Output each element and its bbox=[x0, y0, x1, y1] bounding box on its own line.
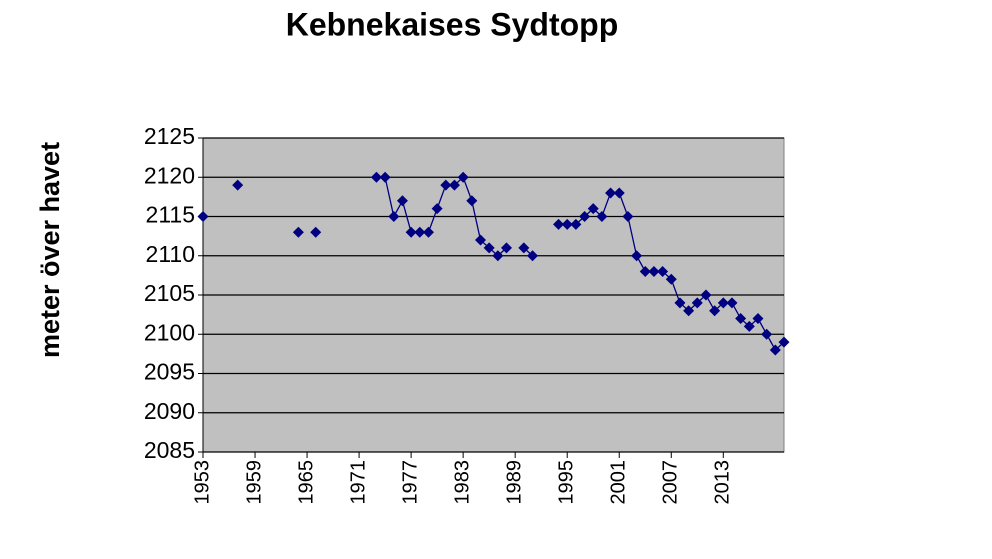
data-marker bbox=[752, 313, 764, 325]
data-marker bbox=[735, 313, 747, 325]
data-marker bbox=[232, 179, 244, 191]
data-marker bbox=[709, 305, 721, 317]
data-marker bbox=[579, 211, 591, 222]
data-marker bbox=[197, 211, 209, 222]
data-marker bbox=[440, 179, 452, 191]
x-tick-label: 1953 bbox=[191, 460, 213, 505]
data-marker bbox=[613, 187, 625, 199]
x-tick-label: 2001 bbox=[608, 460, 630, 505]
y-tick-label: 2105 bbox=[144, 280, 195, 306]
data-marker bbox=[631, 250, 643, 262]
x-tick-label: 1995 bbox=[555, 460, 577, 505]
chart-title: Kebnekaises Sydtopp bbox=[286, 6, 619, 42]
data-marker bbox=[292, 226, 304, 238]
x-tick-label: 1989 bbox=[503, 460, 525, 505]
x-tick-label: 2013 bbox=[712, 460, 734, 505]
data-marker bbox=[370, 171, 382, 183]
data-marker bbox=[639, 265, 651, 277]
y-tick-label: 2100 bbox=[144, 319, 195, 345]
data-marker bbox=[483, 242, 495, 254]
data-marker bbox=[388, 211, 400, 222]
data-marker bbox=[414, 226, 426, 238]
data-marker bbox=[396, 195, 408, 207]
y-tick-label: 2125 bbox=[144, 123, 195, 149]
x-tick-label: 2007 bbox=[660, 460, 682, 505]
data-marker bbox=[700, 289, 712, 301]
y-tick-label: 2120 bbox=[144, 162, 195, 188]
data-marker bbox=[683, 305, 695, 317]
data-marker bbox=[422, 226, 434, 238]
data-marker bbox=[570, 218, 582, 230]
x-tick-label: 1983 bbox=[451, 460, 473, 505]
data-marker bbox=[561, 218, 573, 230]
x-tick-label: 1971 bbox=[347, 460, 369, 505]
y-tick-label: 2090 bbox=[144, 398, 195, 424]
data-marker bbox=[778, 336, 790, 348]
data-marker bbox=[457, 171, 469, 183]
y-tick-label: 2085 bbox=[144, 437, 195, 463]
data-marker bbox=[492, 250, 504, 262]
data-marker bbox=[501, 242, 513, 254]
data-marker bbox=[527, 250, 539, 262]
data-marker bbox=[769, 344, 781, 356]
data-marker bbox=[310, 226, 322, 238]
y-axis-label: meter över havet bbox=[35, 142, 65, 358]
x-tick-label: 1965 bbox=[295, 460, 317, 505]
data-marker bbox=[691, 297, 703, 309]
y-tick-label: 2115 bbox=[146, 202, 195, 228]
data-marker bbox=[518, 242, 530, 254]
data-marker bbox=[605, 187, 617, 199]
data-marker bbox=[761, 328, 773, 340]
data-marker bbox=[474, 234, 486, 246]
data-marker bbox=[726, 297, 738, 309]
y-tick-label: 2110 bbox=[146, 241, 195, 267]
x-tick-label: 1977 bbox=[399, 460, 421, 505]
data-marker bbox=[743, 320, 755, 332]
data-marker bbox=[717, 297, 729, 309]
data-marker bbox=[448, 179, 460, 191]
data-marker bbox=[648, 265, 660, 277]
data-marker bbox=[379, 171, 391, 183]
data-marker bbox=[405, 226, 417, 238]
data-marker bbox=[674, 297, 686, 309]
data-marker bbox=[596, 211, 608, 222]
data-marker bbox=[587, 203, 599, 215]
x-tick-label: 1959 bbox=[243, 460, 265, 505]
data-marker bbox=[431, 203, 443, 215]
data-marker bbox=[466, 195, 478, 207]
y-tick-label: 2095 bbox=[144, 359, 195, 385]
data-marker bbox=[553, 218, 565, 230]
data-marker bbox=[657, 265, 669, 277]
data-marker bbox=[622, 211, 634, 222]
data-marker bbox=[665, 273, 677, 285]
